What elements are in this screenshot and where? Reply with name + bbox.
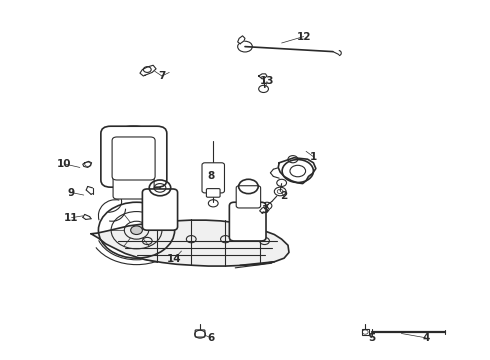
FancyBboxPatch shape (236, 186, 261, 208)
Polygon shape (140, 65, 156, 76)
Text: 3: 3 (261, 206, 268, 216)
Text: 6: 6 (207, 333, 215, 343)
FancyBboxPatch shape (195, 330, 205, 337)
Text: 8: 8 (207, 171, 215, 181)
FancyBboxPatch shape (101, 126, 167, 187)
Polygon shape (259, 74, 267, 79)
Polygon shape (278, 158, 316, 184)
FancyBboxPatch shape (113, 175, 154, 199)
Text: 2: 2 (280, 191, 288, 201)
Text: 1: 1 (310, 152, 317, 162)
Text: 7: 7 (158, 71, 166, 81)
FancyBboxPatch shape (206, 189, 220, 197)
FancyBboxPatch shape (112, 137, 155, 180)
Text: 14: 14 (167, 254, 181, 264)
FancyBboxPatch shape (229, 202, 266, 241)
Polygon shape (238, 36, 245, 44)
Text: 13: 13 (260, 76, 274, 86)
Text: 10: 10 (57, 159, 72, 169)
Polygon shape (83, 161, 92, 167)
Text: 9: 9 (68, 188, 75, 198)
FancyBboxPatch shape (202, 163, 224, 193)
FancyBboxPatch shape (362, 329, 368, 335)
Text: 12: 12 (296, 32, 311, 41)
Text: 4: 4 (422, 333, 429, 343)
Text: 11: 11 (64, 213, 79, 222)
Circle shape (131, 226, 143, 234)
FancyBboxPatch shape (143, 189, 177, 230)
Polygon shape (260, 207, 270, 213)
Text: 5: 5 (368, 333, 376, 343)
Polygon shape (91, 220, 289, 266)
